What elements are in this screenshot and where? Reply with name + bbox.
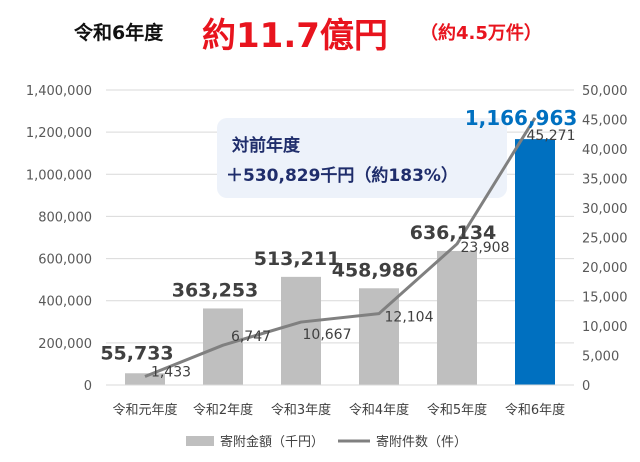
line-value-label: 6,747 bbox=[231, 329, 271, 345]
line-series bbox=[144, 117, 537, 378]
line-value-label: 12,104 bbox=[385, 310, 434, 326]
right-tick-label: 15,000 bbox=[582, 291, 628, 306]
left-tick-label: 200,000 bbox=[38, 337, 92, 352]
category-label: 令和2年度 bbox=[193, 402, 253, 418]
left-tick-label: 1,000,000 bbox=[26, 168, 92, 183]
right-tick-label: 40,000 bbox=[582, 143, 628, 158]
bar-value-label: 1,166,963 bbox=[465, 106, 578, 130]
left-tick-label: 600,000 bbox=[38, 253, 92, 268]
bar bbox=[125, 373, 165, 385]
bar-value-label: 363,253 bbox=[172, 279, 259, 301]
line-value-label: 23,908 bbox=[461, 240, 510, 256]
line-value-labels: 1,433 6,747 10,667 12,104 23,908 45,271 bbox=[151, 128, 576, 381]
left-tick-label: 800,000 bbox=[38, 210, 92, 225]
bar-series bbox=[125, 139, 555, 385]
category-label: 令和元年度 bbox=[112, 402, 177, 418]
bar-value-label: 636,134 bbox=[410, 222, 497, 244]
line-value-label: 45,271 bbox=[527, 128, 576, 144]
bar bbox=[437, 250, 477, 385]
title-prefix: 令和6年度 bbox=[74, 22, 164, 44]
right-tick-label: 20,000 bbox=[582, 261, 628, 276]
right-tick-label: 35,000 bbox=[582, 173, 628, 188]
callout-background bbox=[217, 118, 507, 198]
callout-box: 対前年度 ＋530,829千円（約183%） bbox=[217, 118, 507, 198]
left-tick-label: 1,400,000 bbox=[26, 84, 92, 99]
title-sub: （約4.5万件） bbox=[420, 23, 542, 44]
bar bbox=[281, 276, 321, 385]
left-tick-label: 400,000 bbox=[38, 295, 92, 310]
line-value-label: 10,667 bbox=[303, 327, 352, 343]
left-tick-label: 1,200,000 bbox=[26, 126, 92, 141]
legend-line-label: 寄附件数（件） bbox=[376, 434, 467, 450]
bar-value-label: 513,211 bbox=[254, 248, 341, 270]
legend: 寄附金額（千円） 寄附件数（件） bbox=[186, 434, 467, 450]
category-label: 令和4年度 bbox=[349, 402, 409, 418]
category-label: 令和6年度 bbox=[505, 402, 565, 418]
category-label: 令和5年度 bbox=[427, 402, 487, 418]
x-axis: 令和元年度 令和2年度 令和3年度 令和4年度 令和5年度 令和6年度 bbox=[106, 384, 574, 418]
line-value-label: 1,433 bbox=[151, 365, 191, 381]
category-label: 令和3年度 bbox=[271, 402, 331, 418]
bar bbox=[359, 288, 399, 385]
right-tick-label: 45,000 bbox=[582, 114, 628, 129]
right-tick-label: 5,000 bbox=[582, 350, 619, 365]
chart-title: 令和6年度 約11.7億円 （約4.5万件） bbox=[0, 6, 640, 56]
right-tick-label: 50,000 bbox=[582, 84, 628, 99]
left-axis: 0 200,000 400,000 600,000 800,000 1,000,000 1,… bbox=[26, 84, 92, 394]
legend-bar-swatch bbox=[186, 436, 214, 446]
bar-value-label: 55,733 bbox=[100, 342, 173, 364]
right-tick-label: 25,000 bbox=[582, 232, 628, 247]
callout-line1: 対前年度 bbox=[231, 135, 301, 156]
bar bbox=[515, 139, 555, 385]
legend-bar-label: 寄附金額（千円） bbox=[220, 434, 324, 450]
right-tick-label: 30,000 bbox=[582, 202, 628, 217]
callout-line2: ＋530,829千円（約183%） bbox=[226, 165, 458, 186]
count-line bbox=[144, 117, 537, 378]
right-tick-label: 10,000 bbox=[582, 320, 628, 335]
right-axis: 0 5,000 10,000 15,000 20,000 25,000 30,000 35,0… bbox=[582, 84, 628, 394]
left-tick-label: 0 bbox=[84, 379, 92, 394]
title-main: 約11.7億円 bbox=[202, 16, 388, 56]
right-tick-label: 0 bbox=[582, 379, 590, 394]
bar-value-label: 458,986 bbox=[332, 259, 419, 281]
